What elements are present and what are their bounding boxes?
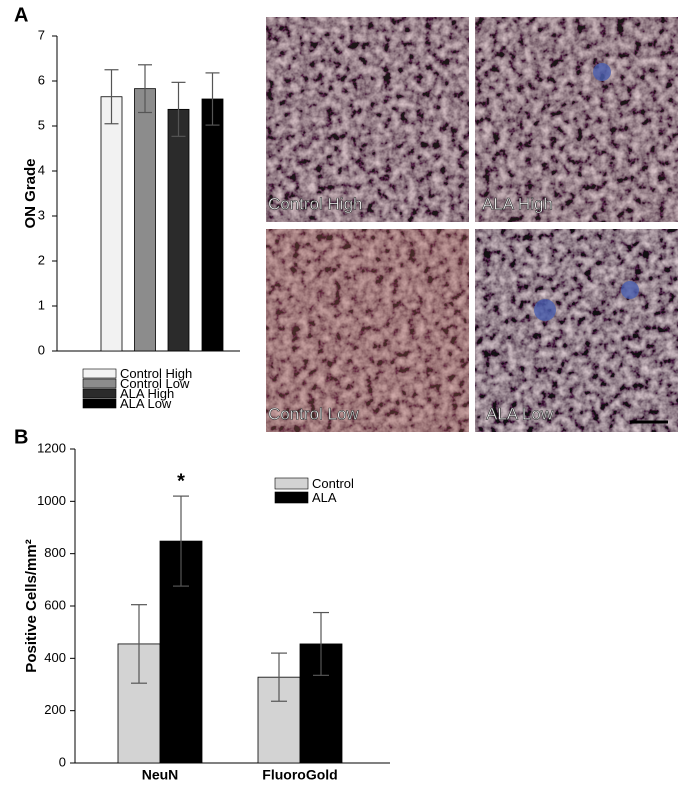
- y-tick-label: 200: [44, 702, 66, 717]
- legend-swatch: [274, 477, 309, 490]
- micrograph-texture: [475, 229, 678, 432]
- micrograph-label: ALA Low: [486, 404, 554, 423]
- panel-label: B: [14, 426, 28, 448]
- legend-swatch: [82, 388, 117, 399]
- error-bar: [173, 495, 189, 587]
- micrograph-label: ALA High: [482, 194, 553, 213]
- y-tick-label: 3: [38, 207, 45, 222]
- micrograph-texture: [266, 17, 469, 222]
- legend-swatch: [274, 491, 309, 504]
- legend-label: Control Low: [120, 376, 190, 391]
- y-tick-label: 5: [38, 117, 45, 132]
- y-tick-label: 4: [38, 162, 45, 177]
- legend-label: ALA: [312, 490, 337, 505]
- y-tick-label: 0: [38, 342, 45, 357]
- legend-swatch: [82, 398, 117, 409]
- y-tick-label: 0: [59, 754, 66, 769]
- error-bar: [104, 69, 119, 125]
- bar: [167, 108, 190, 352]
- y-tick-label: 1000: [37, 493, 66, 508]
- stain-spot: [621, 281, 639, 299]
- x-tick-label: NeuN: [142, 767, 179, 783]
- y-tick-label: 6: [38, 72, 45, 87]
- bar: [100, 96, 123, 352]
- annotation: *: [177, 470, 185, 492]
- y-tick-label: 2: [38, 252, 45, 267]
- micrograph-texture: [266, 229, 469, 432]
- micrograph-label: Control Low: [268, 404, 359, 423]
- legend-label: Control High: [120, 366, 192, 381]
- bar: [134, 88, 156, 352]
- panel-label: A: [14, 4, 28, 26]
- y-axis-label: ON Grade: [22, 158, 39, 228]
- legend-label: Control: [312, 476, 354, 491]
- x-tick-label: FluoroGold: [262, 767, 337, 783]
- error-bar: [138, 64, 152, 114]
- y-axis-label: Positive Cells/mm²: [23, 539, 40, 672]
- micrograph-label: Control High: [268, 194, 363, 213]
- stain-spot: [593, 63, 611, 81]
- bar: [201, 98, 224, 352]
- y-tick-label: 1200: [37, 440, 66, 455]
- error-bar: [205, 72, 220, 126]
- legend-label: ALA High: [120, 386, 174, 401]
- y-tick-label: 1: [38, 297, 45, 312]
- error-bar: [131, 604, 147, 684]
- error-bar: [271, 652, 287, 702]
- legend-swatch: [82, 378, 117, 389]
- error-bar: [313, 611, 329, 676]
- legend-swatch: [82, 368, 117, 379]
- micrograph-panels: Control High ALA High Control Low ALA Lo…: [266, 17, 678, 432]
- y-tick-label: 7: [38, 27, 45, 42]
- y-tick-label: 800: [44, 545, 66, 560]
- y-tick-label: 400: [44, 650, 66, 665]
- legend-label: ALA Low: [120, 396, 172, 411]
- y-tick-label: 600: [44, 597, 66, 612]
- micrograph-texture: [475, 17, 678, 222]
- error-bar: [171, 81, 186, 137]
- stain-spot: [534, 299, 556, 321]
